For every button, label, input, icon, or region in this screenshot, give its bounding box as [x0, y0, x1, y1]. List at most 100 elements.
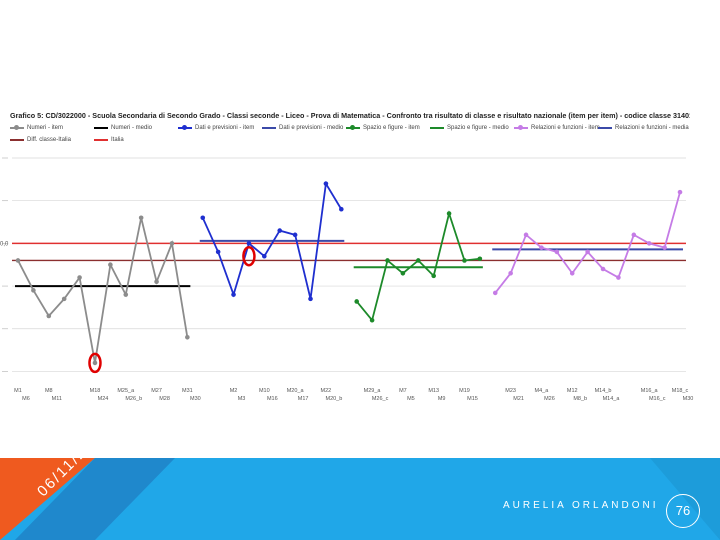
- series-0-point-11: [185, 335, 190, 340]
- series-2-point-2: [385, 258, 390, 263]
- series-3-point-1: [508, 270, 513, 276]
- series-2-point-1: [369, 317, 375, 323]
- legend-swatch-9: [94, 139, 108, 141]
- chart-title: Grafico 5: CD/3022000 - Scuola Secondari…: [10, 111, 690, 120]
- series-line-1: [201, 180, 343, 300]
- chart-plot-area: 0,0 M1 M8 M18 M25_a M27 M31 M2 M10 M20_a M22 M29_a M…: [0, 157, 694, 402]
- legend-marker-0: [14, 125, 19, 130]
- x-tick-label-top-10: M29_a: [364, 388, 382, 394]
- series-0-point-7: [123, 292, 129, 297]
- x-tick-label-bottom-9: M20_b: [325, 396, 342, 402]
- series-0-point-6: [108, 262, 113, 268]
- series-0-point-10: [169, 241, 175, 246]
- x-tick-label-bottom-16: M8_b: [573, 396, 587, 402]
- x-tick-label-top-18: M16_a: [641, 388, 659, 394]
- series-line-3: [494, 191, 681, 294]
- series-3-point-4: [554, 249, 560, 255]
- legend-label-5: Spazio e figure - medio: [447, 125, 509, 131]
- legend-label-1: Numeri - medio: [111, 125, 153, 131]
- x-tick-label-bottom-13: M15: [467, 396, 478, 402]
- legend-swatch-8: [10, 139, 24, 141]
- legend-swatch-1: [94, 127, 108, 129]
- x-tick-label-bottom-3: M26_b: [125, 396, 142, 402]
- series-0-point-5: [92, 360, 98, 366]
- x-tick-label-top-3: M25_a: [117, 388, 135, 394]
- x-tick-label-bottom-0: M6: [22, 396, 30, 402]
- series-2-point-7: [462, 258, 467, 263]
- x-tick-label-top-5: M31: [182, 388, 193, 394]
- series-3-point-7: [600, 266, 606, 272]
- y-tick-label-0: 0,0: [0, 241, 9, 247]
- series-1-point-3: [246, 241, 252, 246]
- x-tick-label-bottom-15: M26: [544, 396, 555, 402]
- x-tick-label-top-17: M14_b: [595, 388, 612, 394]
- x-tick-label-bottom-11: M5: [407, 396, 415, 402]
- series-3-point-12: [677, 189, 683, 195]
- series-1-point-2: [231, 292, 236, 297]
- series-3-point-9: [631, 232, 637, 238]
- x-tick-label-bottom-10: M26_c: [372, 396, 389, 402]
- legend-label-7: Relazioni e funzioni - media: [615, 125, 689, 131]
- x-tick-label-top-16: M12: [567, 388, 578, 394]
- series-2-point-6: [446, 211, 452, 216]
- x-tick-label-top-0: M1: [14, 388, 22, 394]
- x-tick-label-top-4: M27: [151, 388, 162, 394]
- footer-author: AURELIA ORLANDONI: [503, 500, 659, 511]
- series-3-point-3: [539, 245, 544, 250]
- series-1-point-5: [277, 228, 283, 233]
- x-tick-label-top-11: M7: [399, 388, 407, 394]
- series-3-point-6: [585, 249, 590, 255]
- series-3-point-2: [523, 232, 529, 238]
- series-0-point-8: [138, 215, 144, 221]
- legend-label-8: Diff. classe-Italia: [27, 137, 71, 143]
- x-tick-label-top-8: M20_a: [287, 388, 305, 394]
- legend-swatch-5: [430, 127, 444, 129]
- series-2-point-3: [400, 270, 406, 276]
- legend-marker-4: [350, 125, 355, 130]
- series-2-point-8: [477, 256, 483, 262]
- legend-swatch-7: [598, 127, 612, 129]
- x-tick-label-bottom-12: M9: [438, 396, 446, 402]
- x-tick-label-top-15: M4_a: [535, 388, 550, 394]
- series-0-point-9: [154, 279, 159, 285]
- series-1-point-8: [323, 181, 329, 186]
- series-1-point-1: [215, 249, 221, 255]
- legend-marker-2: [182, 125, 187, 130]
- legend-swatch-3: [262, 127, 276, 129]
- x-tick-label-bottom-1: M11: [52, 396, 62, 402]
- x-tick-label-top-19: M18_c: [672, 388, 689, 394]
- series-line-0: [17, 217, 189, 364]
- x-tick-label-top-2: M18: [90, 388, 101, 394]
- page-number: 76: [666, 494, 700, 528]
- highlight-ring-0: [88, 352, 102, 374]
- x-tick-label-bottom-14: M21: [513, 396, 524, 402]
- x-tick-label-bottom-5: M30: [190, 396, 201, 402]
- series-0-point-1: [31, 288, 36, 293]
- series-1-point-6: [292, 232, 298, 238]
- chart-legend: Numeri - item Numeri - medio Dati e previs…: [10, 123, 690, 149]
- legend-label-6: Relazioni e funzioni - item: [531, 125, 600, 131]
- series-3-point-0: [492, 290, 498, 296]
- legend-label-4: Spazio e figure - item: [363, 125, 420, 131]
- footer-accent-stripe: [0, 458, 720, 540]
- series-3-point-8: [616, 275, 621, 280]
- series-0-point-0: [15, 258, 21, 263]
- legend-label-2: Dati e previsioni - item: [195, 125, 255, 131]
- x-tick-label-bottom-2: M24: [98, 396, 109, 402]
- x-tick-label-bottom-6: M3: [238, 396, 246, 402]
- x-tick-label-top-9: M22: [321, 388, 332, 394]
- series-1-point-0: [200, 215, 206, 221]
- series-0-point-2: [46, 313, 52, 319]
- x-tick-label-bottom-4: M28: [159, 396, 170, 402]
- x-tick-label-top-7: M10: [259, 388, 270, 394]
- series-2-point-0: [354, 299, 359, 304]
- highlight-ring-1: [242, 245, 256, 267]
- legend-label-3: Dati e previsioni - medio: [279, 125, 344, 131]
- series-3-point-10: [646, 241, 652, 246]
- x-tick-label-bottom-8: M17: [298, 396, 309, 402]
- series-1-point-4: [262, 253, 267, 259]
- x-tick-label-bottom-7: M16: [267, 396, 278, 402]
- x-tick-label-top-13: M19: [459, 388, 470, 394]
- x-tick-label-bottom-19: M30: [683, 396, 694, 402]
- legend-label-9: Italia: [111, 137, 124, 143]
